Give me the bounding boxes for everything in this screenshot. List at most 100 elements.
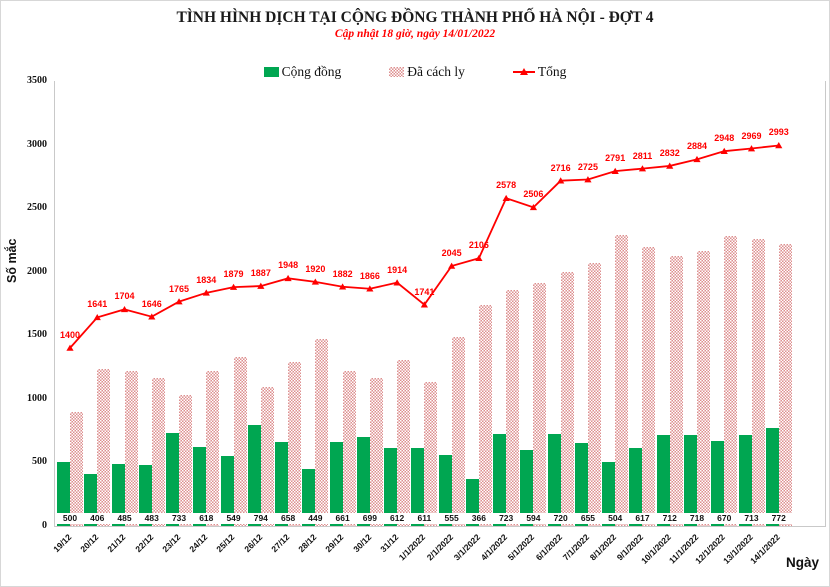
bar-cong-dong bbox=[275, 442, 289, 526]
bar-da-cach-ly bbox=[533, 282, 547, 526]
bar-value-label: 718 bbox=[683, 513, 711, 524]
total-value-label: 2506 bbox=[523, 189, 544, 200]
total-point-marker bbox=[339, 283, 347, 290]
total-value-label: 1887 bbox=[250, 268, 271, 279]
bar-da-cach-ly bbox=[260, 387, 274, 526]
pink-hatch-swatch-icon bbox=[389, 67, 405, 77]
x-tick-label: 5/1/2022 bbox=[506, 532, 537, 563]
bar-da-cach-ly bbox=[424, 382, 438, 526]
bar-da-cach-ly bbox=[724, 236, 738, 526]
bar-da-cach-ly bbox=[151, 378, 165, 526]
bar-value-label: 661 bbox=[329, 513, 357, 524]
bar-da-cach-ly bbox=[560, 272, 574, 526]
bar-da-cach-ly bbox=[751, 239, 765, 526]
bar-value-label: 794 bbox=[247, 513, 275, 524]
red-line-marker-icon bbox=[512, 67, 535, 77]
bar-value-label: 449 bbox=[301, 513, 329, 524]
x-axis-title: Ngày bbox=[785, 555, 819, 570]
total-point-marker bbox=[584, 176, 592, 183]
total-point-marker bbox=[638, 165, 647, 172]
bar-cong-dong bbox=[247, 425, 261, 526]
bar-value-label: 658 bbox=[274, 513, 302, 524]
bar-value-label: 720 bbox=[547, 513, 575, 524]
bar-da-cach-ly bbox=[124, 371, 138, 526]
x-tick-label: 22/12 bbox=[132, 532, 155, 555]
total-value-label: 1400 bbox=[59, 330, 81, 340]
bar-cong-dong bbox=[356, 437, 370, 526]
total-value-label: 2832 bbox=[659, 147, 680, 158]
bar-da-cach-ly bbox=[97, 368, 111, 526]
bar-da-cach-ly bbox=[315, 338, 329, 526]
bar-cong-dong bbox=[220, 456, 234, 526]
total-point-marker bbox=[393, 279, 401, 286]
bar-da-cach-ly bbox=[642, 247, 656, 526]
x-tick-label: 8/1/2022 bbox=[587, 532, 619, 563]
bar-value-label: 406 bbox=[83, 513, 111, 524]
bar-cong-dong bbox=[602, 461, 616, 526]
bar-da-cach-ly bbox=[478, 304, 492, 526]
bar-cong-dong bbox=[683, 434, 697, 526]
bar-cong-dong bbox=[547, 434, 561, 526]
y-tick-label: 500 bbox=[32, 456, 47, 468]
total-point-marker bbox=[775, 142, 783, 149]
y-tick-label: 2500 bbox=[27, 202, 47, 214]
bar-value-label: 733 bbox=[165, 513, 193, 524]
legend-label-tong: Tổng bbox=[537, 64, 567, 79]
plot-right-border bbox=[825, 81, 826, 526]
total-point-marker bbox=[475, 254, 483, 262]
total-value-label: 2811 bbox=[632, 150, 653, 161]
bar-value-label: 594 bbox=[519, 513, 547, 524]
bar-cong-dong bbox=[629, 447, 643, 526]
y-tick-label: 1500 bbox=[27, 329, 47, 341]
total-point-marker bbox=[502, 194, 510, 202]
legend-label-cong-dong: Cộng đồng bbox=[281, 64, 342, 79]
bar-value-label: 366 bbox=[465, 513, 493, 524]
legend-item-tong: Tổng bbox=[512, 64, 567, 80]
x-axis-line bbox=[54, 526, 826, 527]
total-value-label: 1866 bbox=[359, 270, 380, 281]
x-tick-label: 20/12 bbox=[78, 532, 101, 555]
chart-legend: Cộng đồng Đã cách ly Tổng bbox=[1, 64, 829, 80]
total-point-marker bbox=[529, 203, 538, 211]
bar-value-label: 555 bbox=[438, 513, 466, 524]
bar-cong-dong bbox=[656, 435, 670, 526]
bar-da-cach-ly bbox=[696, 250, 710, 526]
total-value-label: 1882 bbox=[332, 268, 353, 279]
legend-label-da-cach-ly: Đã cách ly bbox=[407, 64, 465, 79]
bar-value-label: 612 bbox=[383, 513, 411, 524]
bar-value-label: 618 bbox=[192, 513, 220, 524]
y-tick-label: 3500 bbox=[27, 75, 47, 86]
total-point-marker bbox=[311, 278, 319, 285]
y-tick-label: 2000 bbox=[27, 265, 47, 277]
y-tick-label: 1000 bbox=[27, 392, 47, 404]
bar-cong-dong bbox=[166, 432, 180, 526]
x-tick-label: 3/1/2022 bbox=[451, 532, 482, 563]
bar-value-label: 549 bbox=[220, 513, 248, 524]
bar-value-label: 483 bbox=[138, 513, 166, 524]
bar-da-cach-ly bbox=[669, 256, 683, 526]
bar-value-label: 699 bbox=[356, 513, 384, 524]
total-point-marker bbox=[284, 274, 292, 282]
x-tick-label: 26/12 bbox=[241, 532, 264, 555]
total-value-label: 2969 bbox=[741, 130, 762, 141]
bar-da-cach-ly bbox=[587, 262, 601, 526]
total-point-marker bbox=[666, 162, 674, 169]
bar-value-label: 617 bbox=[628, 513, 656, 524]
total-value-label: 2716 bbox=[550, 162, 571, 173]
bar-value-label: 655 bbox=[574, 513, 602, 524]
total-point-marker bbox=[93, 313, 101, 321]
total-value-label: 1948 bbox=[278, 260, 299, 271]
bar-value-label: 723 bbox=[492, 513, 520, 524]
total-point-marker bbox=[229, 283, 238, 290]
total-value-label: 1704 bbox=[114, 291, 135, 302]
bar-cong-dong bbox=[738, 435, 752, 526]
bar-da-cach-ly bbox=[397, 360, 411, 526]
chart-subtitle: Cập nhật 18 giờ, ngày 14/01/2022 bbox=[334, 28, 496, 40]
total-point-marker bbox=[720, 147, 728, 154]
bar-cong-dong bbox=[384, 448, 398, 526]
bar-cong-dong bbox=[111, 464, 125, 526]
total-value-label: 1914 bbox=[387, 264, 408, 275]
bar-da-cach-ly bbox=[342, 370, 356, 526]
bar-cong-dong bbox=[493, 434, 507, 526]
x-tick-label: 19/12 bbox=[50, 532, 74, 555]
